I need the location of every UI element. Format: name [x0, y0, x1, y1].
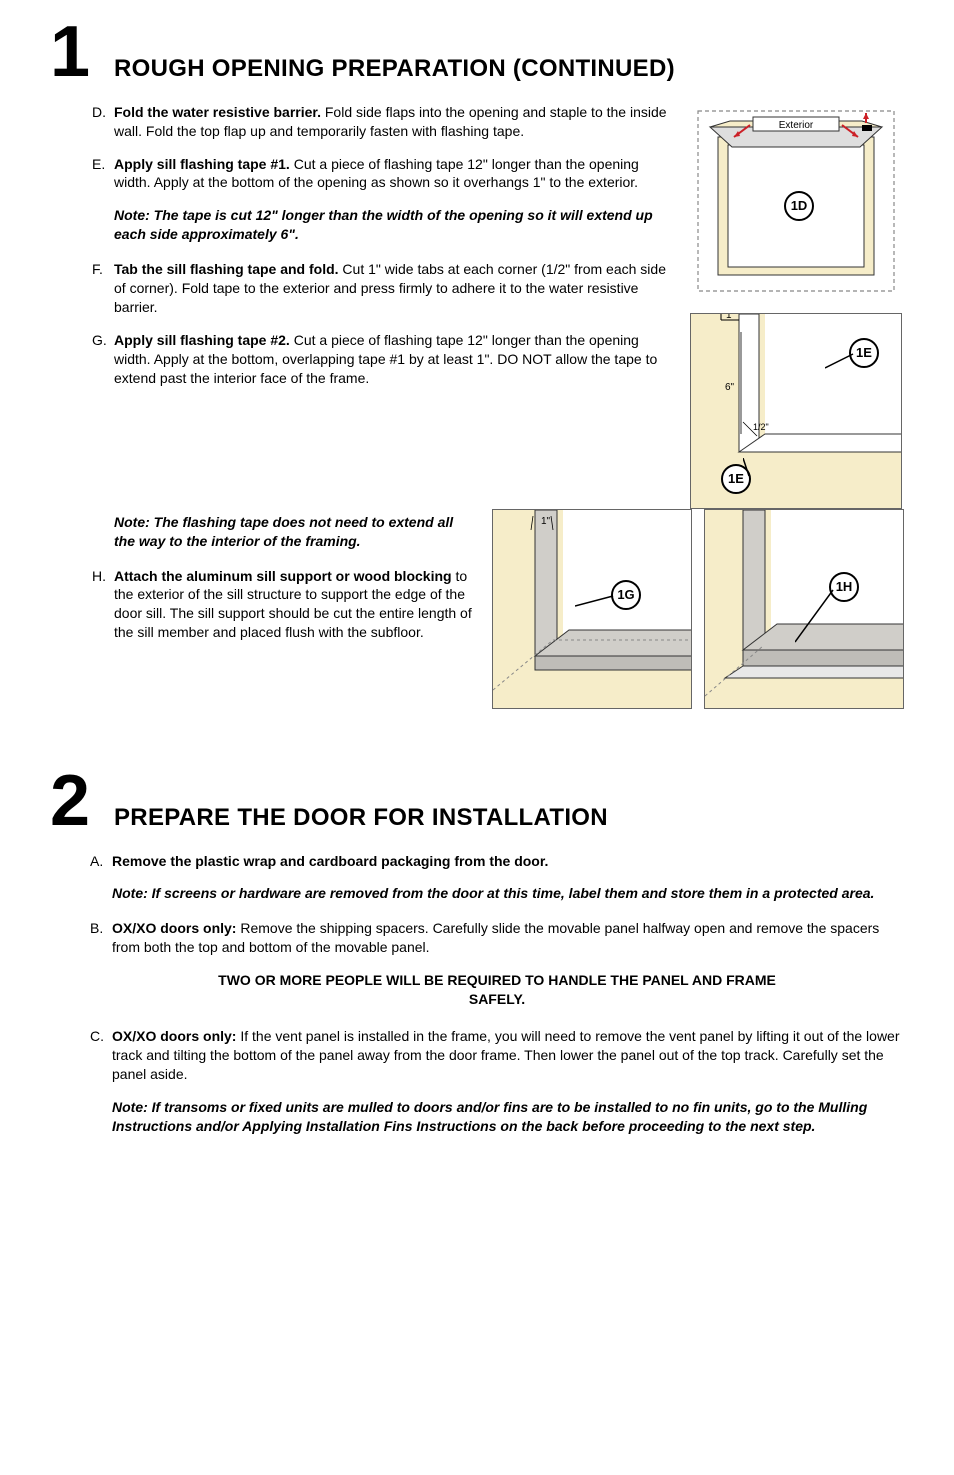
diagram-1d: Exterior 1D — [690, 103, 902, 299]
section-1-title: ROUGH OPENING PREPARATION (CONTINUED) — [114, 55, 675, 83]
section-2-steps: A. Remove the plastic wrap and cardboard… — [50, 852, 904, 1136]
step-e: E. Apply sill flashing tape #1. Cut a pi… — [92, 155, 676, 193]
diagram-1h: 1H — [704, 509, 904, 709]
svg-text:6": 6" — [725, 382, 735, 393]
section-2-number: 2 — [50, 769, 96, 834]
step-2b: B. OX/XO doors only: Remove the shipping… — [90, 919, 904, 957]
step-2b-heading: OX/XO doors only: — [112, 920, 236, 936]
step-f: F. Tab the sill flashing tape and fold. … — [92, 260, 676, 317]
step-h-letter: H. — [92, 567, 114, 643]
gh-figures: 1" 1G 1H — [492, 509, 904, 709]
step-2a-heading: Remove the plastic wrap and cardboard pa… — [112, 852, 904, 871]
step-e-body: Apply sill flashing tape #1. Cut a piece… — [114, 155, 676, 193]
step-2b-body: OX/XO doors only: Remove the shipping sp… — [112, 919, 904, 957]
step-2a-letter: A. — [90, 852, 112, 871]
gh-text: Note: The flashing tape does not need to… — [50, 509, 478, 709]
step-d-letter: D. — [92, 103, 114, 141]
note-2a: Note: If screens or hardware are removed… — [112, 884, 904, 903]
section-2-title: PREPARE THE DOOR FOR INSTALLATION — [114, 804, 608, 832]
step-h: H. Attach the aluminum sill support or w… — [92, 567, 478, 643]
section-2-header: 2 PREPARE THE DOOR FOR INSTALLATION — [50, 769, 904, 834]
diagram-column: Exterior 1D 1" 6" — [690, 103, 904, 509]
step-h-heading: Attach the aluminum sill support or wood… — [114, 568, 452, 584]
step-d-body: Fold the water resistive barrier. Fold s… — [114, 103, 676, 141]
note-2c: Note: If transoms or fixed units are mul… — [112, 1098, 904, 1136]
step-g-heading: Apply sill flashing tape #2. — [114, 332, 290, 348]
step-2a: A. Remove the plastic wrap and cardboard… — [90, 852, 904, 871]
svg-text:1/2": 1/2" — [753, 422, 769, 432]
exterior-label: Exterior — [779, 120, 814, 131]
section-1-body: D. Fold the water resistive barrier. Fol… — [50, 103, 904, 509]
diagram-1e: 1" 6" 1/2" 1E 1E — [690, 313, 902, 509]
step-f-body: Tab the sill flashing tape and fold. Cut… — [114, 260, 676, 317]
step-f-letter: F. — [92, 260, 114, 317]
step-2c-letter: C. — [90, 1027, 112, 1084]
step-d: D. Fold the water resistive barrier. Fol… — [92, 103, 676, 141]
step-e-letter: E. — [92, 155, 114, 193]
diagram-1g: 1" 1G — [492, 509, 692, 709]
section-1-number: 1 — [50, 20, 96, 85]
step-2c-heading: OX/XO doors only: — [112, 1028, 236, 1044]
step-f-heading: Tab the sill flashing tape and fold. — [114, 261, 339, 277]
step-2b-letter: B. — [90, 919, 112, 957]
step-2c: C. OX/XO doors only: If the vent panel i… — [90, 1027, 904, 1084]
section-2: 2 PREPARE THE DOOR FOR INSTALLATION A. R… — [50, 769, 904, 1136]
step-h-body: Attach the aluminum sill support or wood… — [114, 567, 478, 643]
step-d-heading: Fold the water resistive barrier. — [114, 104, 321, 120]
row-gh: Note: The flashing tape does not need to… — [50, 509, 904, 709]
note-g: Note: The flashing tape does not need to… — [114, 513, 478, 551]
section-1-header: 1 ROUGH OPENING PREPARATION (CONTINUED) — [50, 20, 904, 85]
step-2c-body: OX/XO doors only: If the vent panel is i… — [112, 1027, 904, 1084]
step-e-heading: Apply sill flashing tape #1. — [114, 156, 290, 172]
svg-text:1": 1" — [541, 516, 551, 527]
step-g: G. Apply sill flashing tape #2. Cut a pi… — [92, 331, 676, 388]
center-warning: TWO OR MORE PEOPLE WILL BE REQUIRED TO H… — [217, 971, 777, 1009]
step-g-letter: G. — [92, 331, 114, 388]
svg-text:1": 1" — [726, 314, 736, 321]
note-e: Note: The tape is cut 12" longer than th… — [114, 206, 676, 244]
callout-1d: 1D — [784, 191, 814, 221]
step-g-body: Apply sill flashing tape #2. Cut a piece… — [114, 331, 676, 388]
section-1-text: D. Fold the water resistive barrier. Fol… — [50, 103, 676, 509]
